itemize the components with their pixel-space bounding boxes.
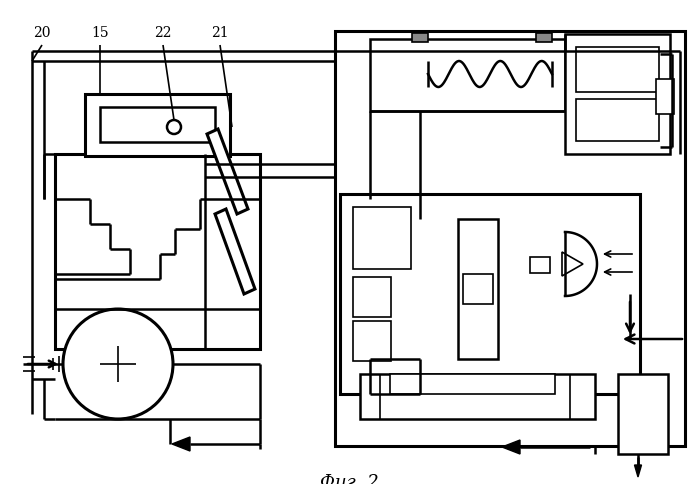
- Polygon shape: [215, 210, 255, 294]
- Text: 21: 21: [211, 26, 229, 40]
- Circle shape: [63, 309, 173, 419]
- Bar: [565, 35, 670, 155]
- Bar: [353, 321, 391, 361]
- Bar: [576, 100, 659, 142]
- Bar: [353, 277, 391, 318]
- Bar: [85, 95, 230, 157]
- Bar: [55, 155, 260, 349]
- Polygon shape: [502, 440, 520, 454]
- Text: 15: 15: [91, 26, 109, 40]
- Bar: [360, 374, 595, 419]
- Bar: [370, 40, 565, 112]
- Circle shape: [167, 121, 181, 135]
- Polygon shape: [172, 437, 190, 451]
- Bar: [576, 48, 659, 93]
- Bar: [335, 32, 685, 446]
- Polygon shape: [562, 253, 583, 276]
- Bar: [390, 374, 555, 394]
- Text: 20: 20: [34, 26, 51, 40]
- Bar: [530, 257, 550, 273]
- Bar: [458, 220, 498, 359]
- Text: Фиг. 2: Фиг. 2: [319, 473, 378, 484]
- Polygon shape: [207, 130, 248, 214]
- Bar: [656, 80, 674, 115]
- Bar: [100, 108, 215, 143]
- Bar: [353, 208, 411, 270]
- Bar: [536, 34, 552, 43]
- Polygon shape: [635, 465, 642, 477]
- Bar: [618, 374, 668, 454]
- Bar: [340, 195, 640, 394]
- Text: 22: 22: [154, 26, 172, 40]
- Bar: [412, 34, 428, 43]
- Bar: [463, 274, 493, 304]
